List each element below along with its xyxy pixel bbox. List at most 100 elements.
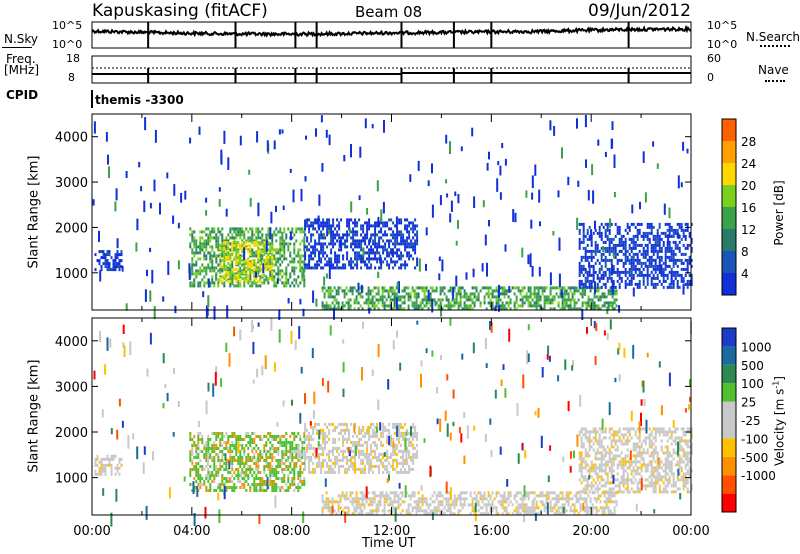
heatmap-cell: [686, 228, 689, 232]
heatmap-cell: [120, 250, 123, 254]
heatmap-cell: [343, 494, 346, 498]
heatmap-cell: [433, 289, 436, 293]
heatmap-cell: [263, 450, 266, 453]
heatmap-cell: [598, 261, 601, 265]
heatmap-cell: [604, 285, 607, 289]
heatmap-cell: [289, 462, 292, 465]
heatmap-cell: [608, 267, 611, 271]
heatmap-cell: [650, 258, 653, 262]
heatmap-cell: [519, 503, 522, 507]
heatmap-cell: [269, 462, 272, 465]
ytick-label: 3000: [55, 176, 88, 191]
heatmap-cell: [417, 509, 420, 513]
heatmap-cell: [648, 261, 651, 265]
heatmap-cell: [96, 472, 99, 476]
heatmap-cell: [406, 239, 409, 243]
heatmap-cell: [590, 229, 593, 240]
heatmap-cell: [332, 452, 335, 456]
heatmap-cell: [326, 452, 329, 456]
heatmap-cell: [251, 281, 254, 285]
heatmap-cell: [666, 273, 669, 277]
heatmap-cell: [515, 509, 518, 513]
heatmap-cell: [320, 115, 323, 123]
heatmap-cell: [335, 307, 338, 311]
heatmap-cell: [100, 460, 103, 464]
heatmap-cell: [385, 491, 388, 495]
heatmap-cell: [231, 241, 234, 244]
heatmap-cell: [455, 301, 458, 305]
heatmap-cell: [223, 483, 226, 486]
heatmap-cell: [590, 258, 593, 262]
heatmap-cell: [412, 431, 415, 435]
heatmap-cell: [521, 247, 524, 258]
heatmap-cell: [360, 470, 363, 474]
heatmap-cell: [437, 500, 440, 504]
heatmap-cell: [620, 234, 623, 238]
heatmap-cell: [628, 273, 631, 277]
heatmap-cell: [479, 497, 482, 501]
heatmap-cell: [306, 446, 309, 450]
heatmap-cell: [334, 446, 337, 450]
heatmap-cell: [227, 480, 230, 483]
heatmap-cell: [421, 298, 424, 302]
heatmap-cell: [253, 438, 256, 441]
heatmap-cell: [370, 263, 373, 267]
heatmap-cell: [529, 301, 532, 305]
heatmap-cell: [359, 304, 362, 308]
heatmap-cell: [193, 245, 196, 249]
heatmap-cell: [587, 304, 590, 308]
heatmap-cell: [582, 273, 585, 277]
freq-label: Freq.: [6, 52, 36, 66]
heatmap-cell: [199, 239, 202, 243]
heatmap-cell: [120, 463, 123, 467]
heatmap-cell: [219, 275, 222, 279]
heatmap-cell: [266, 140, 269, 152]
heatmap-cell: [626, 231, 629, 235]
heatmap-cell: [390, 218, 393, 222]
heatmap-cell: [263, 253, 266, 256]
heatmap-cell: [334, 428, 337, 432]
heatmap-cell: [565, 289, 568, 293]
heatmap-cell: [343, 497, 346, 501]
heatmap-cell: [416, 233, 419, 237]
heatmap-cell: [223, 477, 226, 480]
heatmap-cell: [527, 289, 530, 293]
heatmap-cell: [360, 437, 363, 441]
heatmap-cell: [352, 434, 355, 438]
heatmap-cell: [261, 254, 264, 258]
heatmap-cell: [620, 270, 623, 274]
heatmap-cell: [401, 491, 404, 495]
heatmap-cell: [425, 301, 428, 305]
heatmap-cell: [231, 253, 234, 256]
heatmap-cell: [251, 262, 254, 265]
heatmap-cell: [209, 254, 212, 258]
heatmap-cell: [495, 289, 498, 293]
heatmap-cell: [205, 444, 208, 447]
heatmap-cell: [275, 251, 278, 255]
heatmap-cell: [283, 284, 286, 288]
heatmap-cell: [686, 267, 689, 271]
heatmap-cell: [565, 497, 568, 501]
heatmap-cell: [668, 234, 671, 238]
heatmap-cell: [672, 249, 675, 253]
heatmap-cell: [235, 253, 238, 256]
heatmap-cell: [469, 295, 472, 299]
heatmap-cell: [379, 497, 382, 501]
heatmap-cell: [535, 307, 538, 311]
heatmap-cell: [690, 279, 693, 283]
heatmap-cell: [301, 444, 304, 447]
heatmap-cell: [355, 301, 358, 305]
heatmap-cell: [372, 440, 375, 444]
heatmap-cell: [209, 266, 212, 270]
heatmap-cell: [115, 188, 118, 201]
heatmap-cell: [289, 284, 292, 288]
heatmap-cell: [575, 497, 578, 501]
heatmap-cell: [203, 284, 206, 288]
heatmap-cell: [553, 491, 556, 495]
heatmap-cell: [412, 458, 415, 462]
heatmap-cell: [371, 512, 374, 516]
heatmap-cell: [613, 289, 616, 293]
heatmap-cell: [366, 452, 369, 456]
heatmap-cell: [580, 282, 583, 286]
heatmap-cell: [543, 509, 546, 513]
